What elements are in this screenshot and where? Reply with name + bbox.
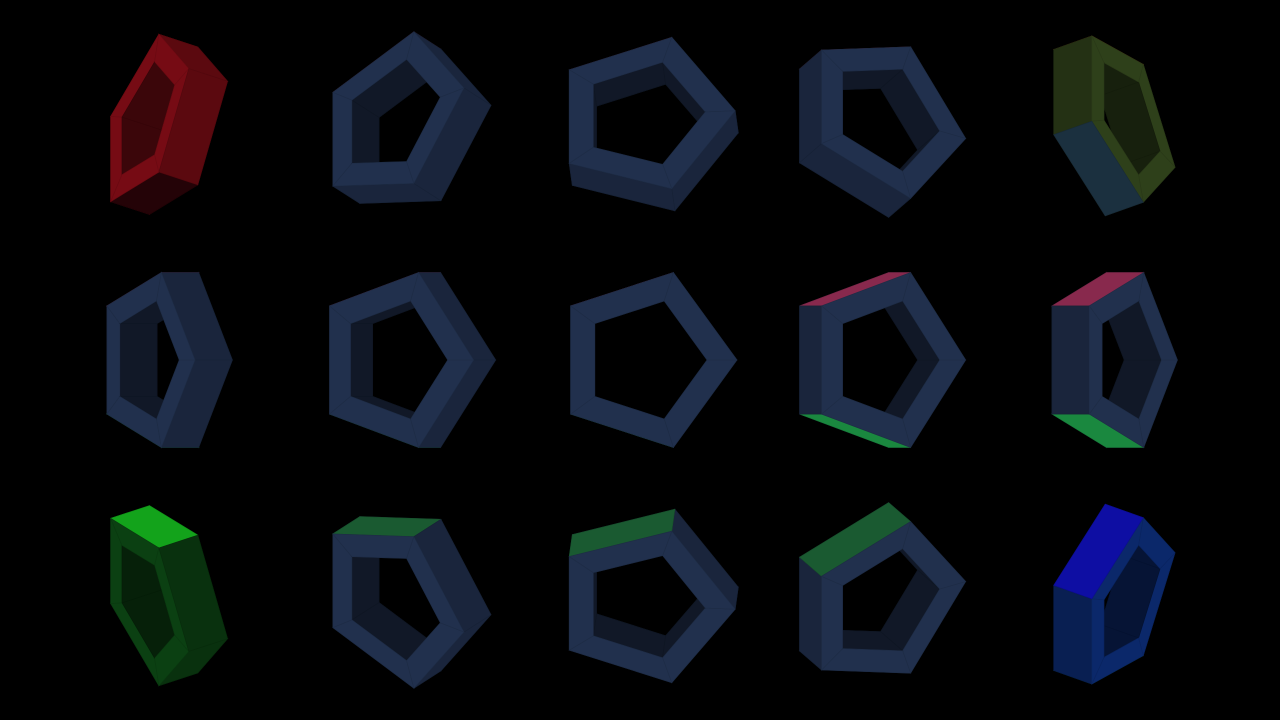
ring-face <box>821 305 843 415</box>
pentagon-ring <box>1050 271 1178 449</box>
pentagon-ring <box>109 504 229 687</box>
pentagon-ring <box>798 501 967 674</box>
ring-face <box>158 534 228 652</box>
ring-face <box>1051 305 1090 415</box>
ring-face <box>158 68 228 186</box>
pentagon-ring <box>798 271 967 449</box>
pentagon-ring <box>568 508 739 684</box>
ring-face <box>820 134 912 200</box>
pentagon-ring <box>569 271 738 449</box>
ring-face <box>799 556 822 671</box>
ring-face <box>568 530 673 574</box>
pentagon-ring <box>109 33 229 216</box>
ring-face <box>1053 120 1144 217</box>
ring-face <box>1053 584 1093 685</box>
pentagon-ring <box>328 271 497 449</box>
ring-face <box>350 323 373 397</box>
ring-face <box>406 535 465 633</box>
ring-face <box>156 271 196 361</box>
ring-face <box>820 520 912 586</box>
pentagon-ring <box>1052 35 1176 217</box>
ring-face <box>410 271 475 361</box>
ring-face <box>1088 304 1103 416</box>
pentagon-ring <box>331 515 492 689</box>
ring-face <box>119 323 158 397</box>
pentagon-ring-grid <box>105 31 1178 689</box>
ring-face <box>406 87 465 185</box>
ring-face <box>570 305 596 415</box>
ring-face <box>799 49 822 164</box>
ring-face <box>329 305 351 415</box>
ring-face <box>1053 35 1093 136</box>
ring-face <box>799 305 822 415</box>
pentagon-ring <box>1052 503 1176 685</box>
ring-face <box>663 271 738 361</box>
pentagon-ring <box>568 36 739 212</box>
ring-face <box>1053 503 1144 600</box>
pentagon-ring <box>798 46 967 219</box>
pentagon-ring <box>105 271 233 449</box>
pentagon-ring <box>331 31 492 205</box>
ring-face <box>568 146 673 190</box>
ring-face <box>106 304 121 416</box>
